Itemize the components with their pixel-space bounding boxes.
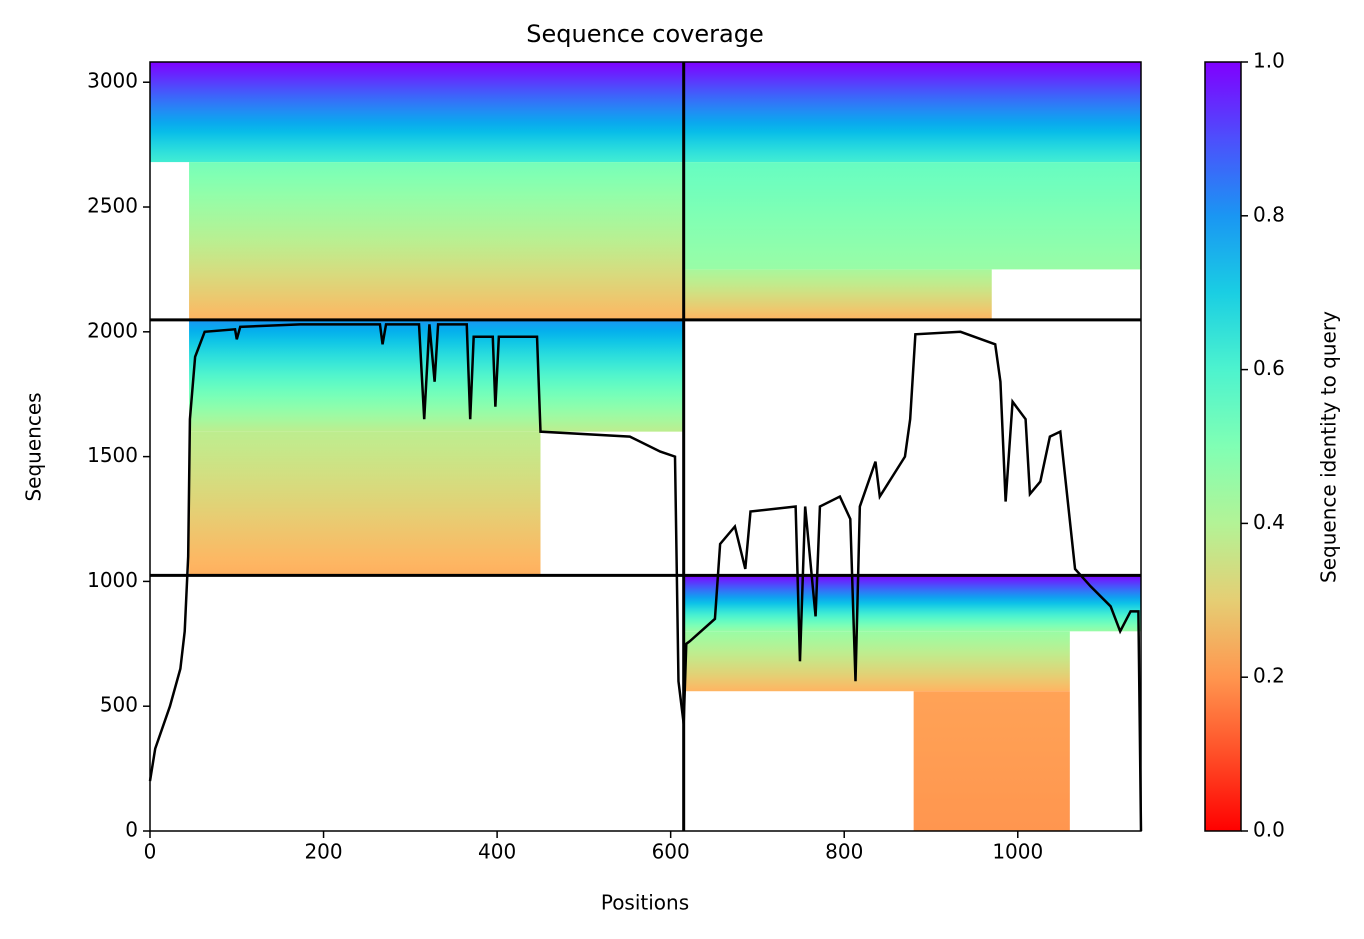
x-tick-label: 1000 <box>992 840 1043 864</box>
colorbar-label: Sequence identity to query <box>1317 311 1341 583</box>
y-tick-label: 2500 <box>87 194 138 218</box>
y-tick-label: 2000 <box>87 318 138 342</box>
colorbar <box>1204 61 1242 832</box>
chart-title: Sequence coverage <box>526 20 763 48</box>
x-axis-label: Positions <box>601 891 689 915</box>
y-tick-label: 1000 <box>87 568 138 592</box>
y-tick-label: 3000 <box>87 69 138 93</box>
msa-region <box>150 62 684 163</box>
coverage-line <box>148 323 1143 832</box>
colorbar-tick-label: 0.0 <box>1253 818 1285 842</box>
x-tick-label: 400 <box>478 840 516 864</box>
x-tick-label: 0 <box>144 840 157 864</box>
msa-region <box>189 162 684 320</box>
x-tick-label: 800 <box>825 840 863 864</box>
y-tick-label: 500 <box>100 693 138 717</box>
msa-region <box>189 431 541 576</box>
y-axis-label: Sequences <box>22 392 46 501</box>
msa-region <box>683 162 1141 270</box>
colorbar-tick-label: 0.8 <box>1253 202 1285 226</box>
colorbar-tick-label: 0.4 <box>1253 510 1285 534</box>
colorbar-tick-label: 0.2 <box>1253 664 1285 688</box>
x-tick-label: 200 <box>304 840 342 864</box>
plot-frame <box>149 61 1142 832</box>
y-tick-label: 1500 <box>87 443 138 467</box>
msa-region <box>683 62 1141 163</box>
msa-region <box>683 269 992 320</box>
msa-region <box>683 575 1141 632</box>
colorbar-tick-label: 0.6 <box>1253 356 1285 380</box>
y-tick-label: 0 <box>125 818 138 842</box>
x-tick-label: 600 <box>652 840 690 864</box>
msa-region <box>683 631 1070 692</box>
msa-region <box>913 691 1070 831</box>
colorbar-tick-label: 1.0 <box>1253 49 1285 73</box>
